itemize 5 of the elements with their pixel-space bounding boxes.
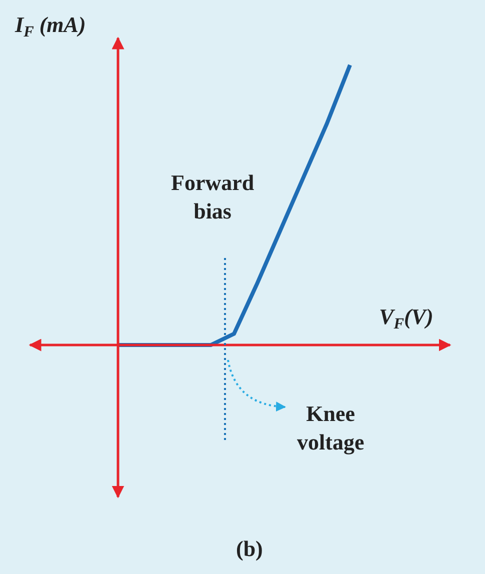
y-axis-title: I$_{F}$ (mA) — [14, 12, 86, 41]
annotation: Forward bias — [171, 170, 254, 224]
x-axis-title: V$_{F}$(V) — [379, 304, 434, 333]
text: (b) — [236, 536, 263, 561]
text: Knee voltage — [297, 401, 364, 455]
